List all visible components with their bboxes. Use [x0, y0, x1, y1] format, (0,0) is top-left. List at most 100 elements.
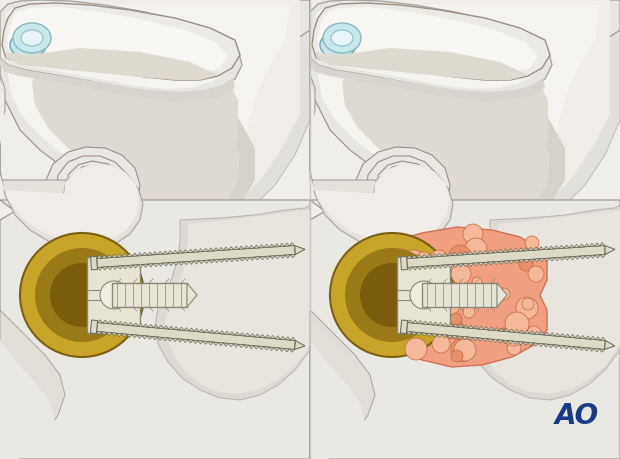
- Polygon shape: [229, 246, 234, 250]
- Polygon shape: [407, 246, 605, 268]
- Polygon shape: [463, 263, 468, 267]
- Polygon shape: [294, 341, 305, 349]
- Polygon shape: [219, 247, 224, 251]
- Polygon shape: [97, 320, 102, 323]
- Polygon shape: [162, 251, 168, 254]
- Polygon shape: [489, 327, 494, 330]
- Polygon shape: [407, 255, 412, 258]
- Polygon shape: [0, 0, 242, 94]
- Polygon shape: [463, 325, 468, 328]
- Circle shape: [444, 319, 464, 339]
- Polygon shape: [153, 325, 158, 328]
- Polygon shape: [549, 333, 555, 336]
- Polygon shape: [580, 336, 585, 339]
- Polygon shape: [254, 346, 259, 349]
- Polygon shape: [142, 336, 148, 339]
- Polygon shape: [102, 255, 107, 258]
- Polygon shape: [128, 265, 133, 269]
- Polygon shape: [275, 256, 280, 259]
- Circle shape: [330, 233, 454, 357]
- Text: AO: AO: [555, 402, 600, 430]
- Polygon shape: [0, 0, 310, 225]
- Polygon shape: [162, 337, 167, 341]
- Polygon shape: [259, 346, 264, 349]
- Polygon shape: [514, 330, 519, 333]
- Polygon shape: [143, 264, 148, 267]
- Polygon shape: [0, 340, 55, 459]
- Polygon shape: [133, 265, 138, 268]
- Polygon shape: [155, 205, 310, 400]
- Polygon shape: [163, 263, 169, 266]
- Polygon shape: [604, 341, 615, 349]
- Polygon shape: [174, 262, 179, 265]
- Polygon shape: [199, 329, 204, 332]
- Polygon shape: [417, 332, 422, 336]
- Ellipse shape: [19, 38, 37, 52]
- Polygon shape: [6, 48, 218, 80]
- Polygon shape: [529, 259, 534, 262]
- Polygon shape: [157, 252, 162, 254]
- Polygon shape: [423, 321, 428, 325]
- Polygon shape: [447, 335, 452, 338]
- Polygon shape: [468, 263, 473, 266]
- Polygon shape: [467, 337, 472, 340]
- Polygon shape: [203, 248, 208, 252]
- Polygon shape: [600, 243, 604, 246]
- Polygon shape: [112, 254, 117, 257]
- Polygon shape: [432, 334, 437, 337]
- Polygon shape: [118, 322, 123, 325]
- Circle shape: [498, 288, 510, 300]
- Polygon shape: [579, 347, 584, 350]
- Circle shape: [437, 291, 461, 315]
- Polygon shape: [575, 256, 580, 259]
- Polygon shape: [107, 321, 113, 324]
- Polygon shape: [559, 345, 564, 348]
- Polygon shape: [138, 324, 143, 327]
- Polygon shape: [310, 0, 552, 94]
- Polygon shape: [467, 252, 472, 254]
- Polygon shape: [97, 323, 295, 349]
- Polygon shape: [310, 340, 365, 459]
- Polygon shape: [239, 246, 244, 249]
- Circle shape: [457, 326, 467, 336]
- Polygon shape: [174, 327, 179, 330]
- Polygon shape: [569, 346, 574, 349]
- Polygon shape: [483, 338, 488, 341]
- Polygon shape: [539, 332, 544, 335]
- Polygon shape: [239, 344, 244, 347]
- Polygon shape: [570, 335, 575, 338]
- Polygon shape: [0, 58, 235, 101]
- Polygon shape: [122, 254, 127, 257]
- Polygon shape: [255, 257, 260, 260]
- Polygon shape: [290, 337, 295, 341]
- Polygon shape: [153, 336, 157, 340]
- Polygon shape: [214, 330, 219, 334]
- Polygon shape: [432, 254, 437, 257]
- Polygon shape: [559, 246, 564, 248]
- Polygon shape: [569, 245, 574, 248]
- Polygon shape: [529, 331, 534, 334]
- Polygon shape: [189, 328, 194, 331]
- Polygon shape: [422, 254, 427, 257]
- Polygon shape: [209, 330, 214, 333]
- Polygon shape: [489, 262, 494, 265]
- Polygon shape: [0, 310, 65, 459]
- Circle shape: [100, 281, 128, 309]
- Polygon shape: [519, 260, 524, 263]
- Polygon shape: [310, 0, 620, 459]
- Polygon shape: [224, 259, 229, 262]
- Polygon shape: [498, 249, 503, 252]
- Polygon shape: [128, 323, 133, 326]
- Polygon shape: [590, 255, 595, 258]
- Polygon shape: [412, 267, 417, 270]
- Polygon shape: [132, 335, 137, 338]
- Polygon shape: [488, 250, 493, 253]
- Polygon shape: [509, 329, 514, 332]
- Polygon shape: [475, 210, 620, 394]
- Polygon shape: [204, 330, 209, 333]
- Polygon shape: [158, 325, 164, 329]
- Polygon shape: [549, 258, 554, 261]
- Polygon shape: [437, 253, 442, 257]
- Polygon shape: [264, 347, 269, 350]
- Polygon shape: [585, 256, 590, 259]
